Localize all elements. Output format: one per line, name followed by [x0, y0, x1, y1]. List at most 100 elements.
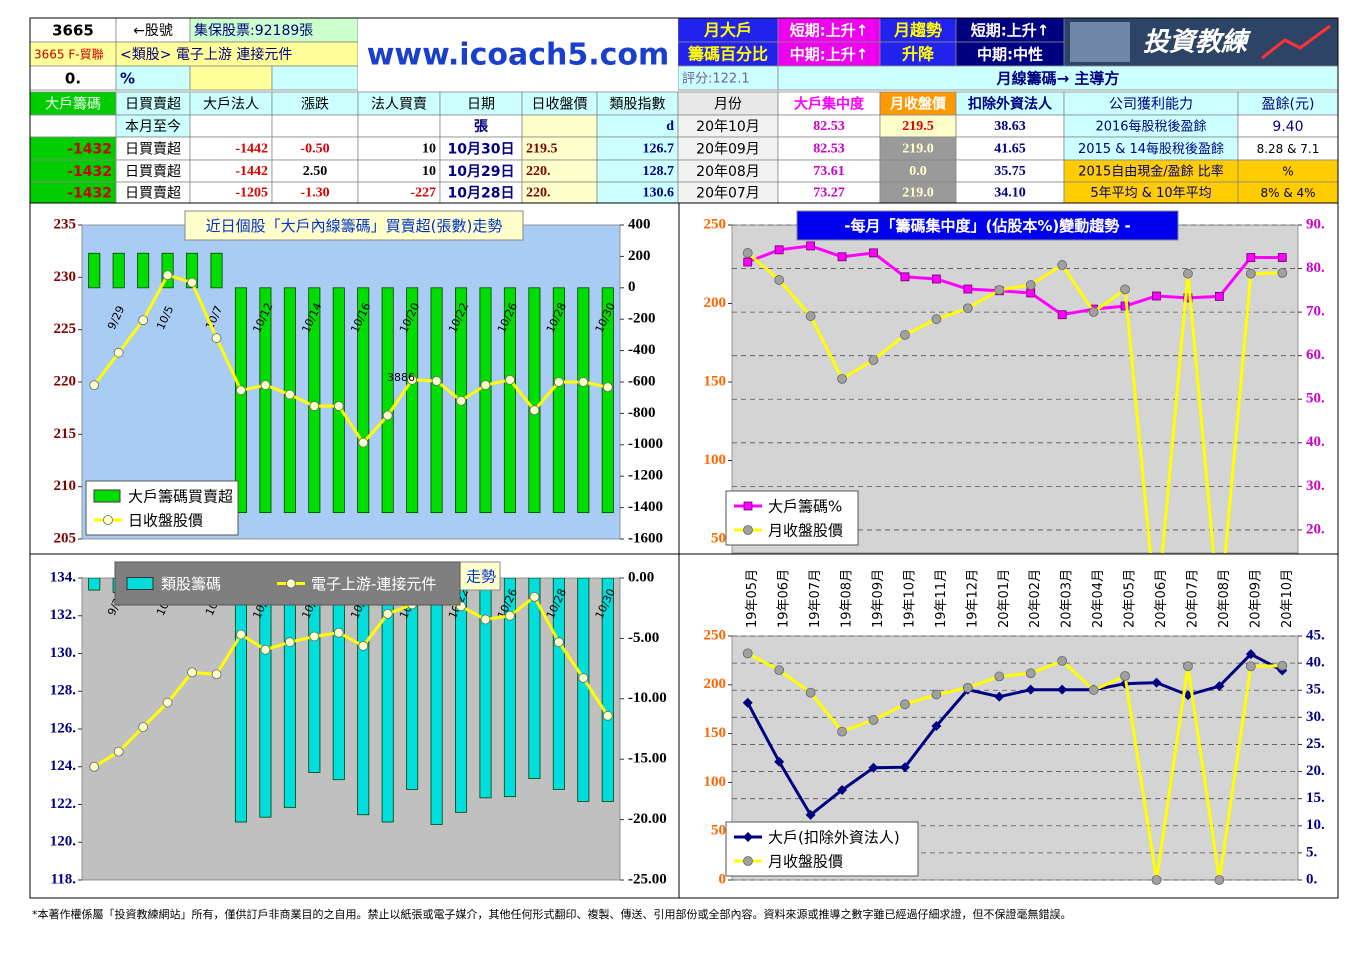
bar: [137, 252, 150, 289]
cell-text: 短期:上升↑: [971, 22, 1050, 40]
y-tick-label: 118.: [51, 871, 77, 887]
y-tick-label: 120.: [50, 834, 77, 850]
cell-text: 升降: [902, 45, 935, 64]
y-tick-label: 235: [54, 216, 77, 232]
marker: [1183, 268, 1193, 279]
cell-text: 中期:上升↑: [790, 46, 869, 64]
cell-text: 82.53: [813, 142, 845, 157]
header-cell: [115, 41, 359, 67]
y-tick-label: 210: [54, 478, 77, 494]
cell-text: 220.: [526, 164, 551, 179]
legend-marker: [743, 832, 753, 842]
x-tick-label: 19年06月: [777, 569, 792, 628]
cell-text: <類股> 電子上游 連接元件: [120, 46, 292, 63]
series-line: [93, 273, 609, 446]
marker: [602, 382, 613, 393]
title-box: [796, 210, 1179, 241]
cell-text: 日買賣超: [125, 186, 181, 202]
y-tick-label: 150: [704, 725, 727, 741]
cell-text: 3665 F-貿聯: [34, 48, 104, 62]
cell-text: 大戶集中度: [794, 96, 865, 113]
cell-text: 82.53: [813, 119, 845, 134]
y-tick-label: 250: [704, 627, 727, 643]
cell-text: -1432: [67, 186, 112, 202]
bar: [577, 287, 590, 514]
title-box: [184, 210, 524, 241]
table-cell: [271, 114, 359, 138]
bar: [259, 578, 272, 818]
marker: [899, 762, 910, 773]
y-tick-label: -5.00: [628, 630, 659, 646]
series-line: [746, 251, 1283, 553]
marker: [742, 248, 753, 258]
y-tick-label: 200: [628, 248, 651, 264]
y-tick-label: 100: [704, 774, 727, 790]
legend-label: 電子上游-連接元件: [311, 575, 436, 593]
cell-text: 日期: [467, 97, 495, 113]
legend-marker: [743, 525, 753, 535]
bar: [528, 287, 541, 514]
legend-box: [725, 821, 919, 877]
marker: [529, 405, 540, 416]
cell-text: 219.5: [902, 119, 934, 134]
y-tick-label: 100: [704, 452, 727, 468]
marker: [1152, 291, 1161, 301]
marker: [900, 330, 910, 340]
marker: [382, 608, 393, 619]
bar: [577, 578, 590, 802]
bar: [381, 287, 394, 514]
cell-text: 20年08月: [696, 164, 760, 180]
y-tick-label: 124.: [50, 758, 77, 774]
cell-text: 大戶法人: [203, 97, 259, 113]
y-tick-label: 80.: [1306, 260, 1325, 276]
cell-text: d: [666, 119, 674, 134]
bar: [503, 578, 516, 798]
y-tick-label: 40.: [1306, 434, 1325, 450]
cell-text: 219.0: [902, 186, 934, 201]
y-tick-label: 30.: [1306, 478, 1325, 494]
header-cell: [29, 65, 117, 91]
marker: [900, 272, 910, 282]
y-tick-label: -200: [628, 311, 656, 327]
y-tick-label: 90.: [1306, 216, 1325, 232]
marker: [162, 270, 173, 281]
legend-label: 日收盤股價: [128, 512, 203, 530]
y-tick-label: 130.: [50, 645, 77, 661]
y-tick-label: 50: [711, 530, 726, 546]
cell-text: %: [1282, 165, 1293, 179]
table-cell: [29, 114, 117, 138]
marker: [211, 669, 222, 680]
marker: [1183, 293, 1193, 303]
marker: [284, 637, 295, 648]
cell-text: 0.: [65, 70, 81, 88]
y-tick-label: 134.: [50, 569, 77, 585]
cell-text: 日買賣超: [125, 164, 181, 180]
y-tick-label: 0: [628, 279, 636, 295]
legend-marker: [743, 501, 753, 511]
y-tick-label: 50: [711, 823, 726, 839]
marker: [805, 311, 816, 321]
marker: [837, 373, 847, 384]
bar: [552, 287, 565, 514]
cell-text: 2015 & 14每股稅後盈餘: [1078, 141, 1224, 157]
y-tick-label: -20.00: [628, 811, 667, 827]
series-line: [93, 594, 610, 769]
legend-marker: [103, 515, 113, 525]
y-tick-label: 35.: [1306, 682, 1325, 698]
header-cell: [955, 41, 1065, 67]
legend-label: 月收盤股價: [768, 522, 843, 540]
marker: [869, 248, 878, 258]
marker: [805, 809, 816, 820]
cell-text: %: [120, 70, 135, 88]
marker: [1183, 661, 1193, 672]
cell-text: 10月28日: [448, 186, 515, 202]
marker: [837, 726, 847, 737]
marker: [806, 241, 816, 251]
legend-box: [725, 490, 859, 546]
cell-text: 月份: [714, 97, 742, 113]
marker: [480, 614, 491, 625]
cell-text: ←股號: [133, 23, 173, 39]
x-tick-label: 19年08月: [840, 569, 855, 628]
header-cell: [777, 41, 881, 67]
